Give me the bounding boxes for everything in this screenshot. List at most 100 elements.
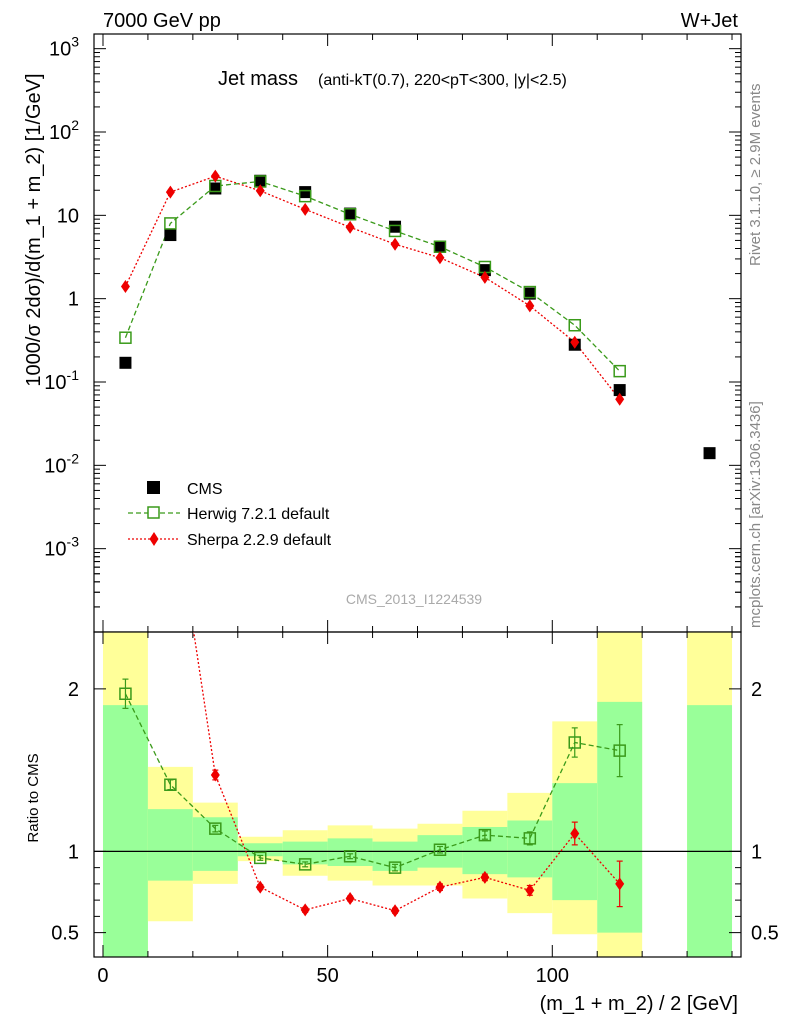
sherpa-ratio-point bbox=[255, 880, 265, 894]
cms-point bbox=[433, 240, 446, 253]
herwig-point bbox=[164, 217, 177, 230]
herwig-ratio-point bbox=[478, 828, 492, 842]
herwig-point bbox=[523, 285, 537, 299]
herwig-point bbox=[388, 224, 402, 238]
sherpa-ratio-point bbox=[390, 904, 400, 918]
y-tick-label: 1 bbox=[68, 289, 79, 311]
x-tick-label: 0 bbox=[97, 965, 108, 987]
x-tick-label: 50 bbox=[317, 965, 339, 987]
herwig-ratio-point bbox=[343, 850, 357, 863]
band-1sigma bbox=[282, 841, 328, 865]
herwig-point bbox=[298, 189, 312, 203]
band-1sigma bbox=[147, 809, 193, 881]
herwig-point bbox=[613, 364, 626, 378]
legend-marker-sherpa bbox=[149, 532, 159, 546]
y-tick-label: 10 bbox=[57, 205, 79, 227]
herwig-ratio-point bbox=[298, 858, 312, 871]
ratio-y-tick-label: 1 bbox=[751, 841, 762, 863]
herwig-ratio-point bbox=[433, 843, 447, 856]
ratio-y-tick-label: 2 bbox=[68, 679, 79, 701]
ratio-panel: 0 50 100 0.5 0.5 1 1 2 2 bbox=[51, 631, 779, 987]
sherpa-point bbox=[570, 335, 580, 349]
sherpa-ratio-point bbox=[300, 903, 310, 917]
herwig-line bbox=[124, 180, 621, 372]
sherpa-ratio-point bbox=[345, 892, 355, 905]
sherpa-point bbox=[120, 279, 130, 293]
ratio-series bbox=[119, 632, 626, 918]
y-tick-label: 103 bbox=[49, 34, 79, 61]
uncertainty-bands bbox=[102, 632, 733, 957]
herwig-ratio-line bbox=[124, 693, 620, 869]
sherpa-point bbox=[480, 270, 490, 284]
herwig-ratio-point bbox=[164, 778, 177, 791]
y-tick-exponent: -1 bbox=[67, 367, 80, 383]
cms-point bbox=[344, 207, 357, 220]
sherpa-ratio-point bbox=[210, 768, 220, 782]
y-tick-label: 10-1 bbox=[44, 367, 79, 394]
sherpa-point bbox=[390, 237, 400, 251]
y-tick-label: 10-2 bbox=[44, 450, 79, 477]
band-1sigma bbox=[102, 705, 148, 957]
main-y-axis-label: 1000/σ 2dσ)/d(m_1 + m_2) [1/GeV] bbox=[23, 73, 45, 386]
x-tick-label: 100 bbox=[536, 965, 569, 987]
herwig-ratio-point bbox=[523, 832, 537, 845]
ratio-y-tick-label: 0.5 bbox=[51, 923, 79, 945]
y-tick-base: 10 bbox=[49, 122, 71, 144]
analysis-watermark: CMS_2013_I1224539 bbox=[346, 591, 482, 607]
legend-label-herwig: Herwig 7.2.1 default bbox=[187, 506, 330, 523]
plot-title: Jet mass bbox=[218, 68, 298, 90]
sherpa-point bbox=[525, 299, 535, 313]
herwig-ratio-point bbox=[253, 851, 267, 865]
mcplots-label: mcplots.cern.ch [arXiv:1306.3436] bbox=[747, 401, 764, 628]
y-tick-exponent: 3 bbox=[71, 34, 79, 50]
herwig-point bbox=[119, 331, 132, 344]
cms-point bbox=[389, 220, 402, 233]
sherpa-ratio-line bbox=[193, 632, 621, 912]
herwig-ratio-point bbox=[568, 736, 582, 749]
legend: CMS Herwig 7.2.1 default Sherpa 2.2.9 de… bbox=[128, 481, 332, 549]
sherpa-point bbox=[210, 169, 220, 183]
x-axis-label: (m_1 + m_2) / 2 [GeV] bbox=[540, 993, 738, 1015]
legend-marker-cms bbox=[147, 481, 160, 494]
band-1sigma bbox=[237, 843, 283, 857]
sherpa-ratio-point bbox=[435, 880, 445, 894]
sherpa-point bbox=[300, 202, 310, 216]
legend-label-sherpa: Sherpa 2.2.9 default bbox=[187, 532, 332, 549]
y-tick-base: 10 bbox=[44, 372, 66, 394]
sherpa-point bbox=[435, 251, 445, 265]
sherpa-point bbox=[255, 184, 265, 198]
ratio-y-axis-label: Ratio to CMS bbox=[25, 753, 42, 842]
ratio-y-tick-label: 1 bbox=[68, 841, 79, 863]
sherpa-point bbox=[615, 392, 625, 406]
legend-marker-herwig bbox=[147, 506, 160, 519]
cms-point bbox=[703, 447, 716, 460]
band-1sigma bbox=[507, 820, 553, 878]
ratio-y-tick-label: 2 bbox=[751, 679, 762, 701]
header-right: W+Jet bbox=[681, 10, 739, 32]
sherpa-ratio-point bbox=[615, 877, 625, 891]
sherpa-ratio-point bbox=[525, 883, 535, 897]
cms-point bbox=[254, 174, 267, 187]
sherpa-ratio-point bbox=[570, 827, 580, 840]
cms-point bbox=[209, 182, 222, 195]
y-tick-base: 10 bbox=[44, 455, 66, 477]
ratio-y-tick-label: 0.5 bbox=[751, 923, 779, 945]
plot-title-detail: (anti-kT(0.7), 220<pT<300, |y|<2.5) bbox=[318, 72, 567, 89]
herwig-point bbox=[343, 208, 357, 221]
rivet-label: Rivet 3.1.10, ≥ 2.9M events bbox=[747, 84, 764, 267]
cms-point bbox=[523, 287, 536, 300]
sherpa-ratio-point bbox=[480, 870, 490, 884]
y-tick-base: 10 bbox=[49, 39, 71, 61]
plot-title-main: Jet mass bbox=[218, 68, 298, 90]
y-tick-base: 10 bbox=[44, 539, 66, 561]
herwig-ratio-point bbox=[209, 822, 222, 835]
y-tick-label: 102 bbox=[49, 117, 79, 144]
cms-point bbox=[613, 384, 626, 397]
y-tick-exponent: -3 bbox=[67, 534, 80, 550]
y-tick-exponent: -2 bbox=[67, 450, 80, 466]
sherpa-line bbox=[124, 175, 621, 400]
cms-point bbox=[164, 229, 177, 242]
header-left: 7000 GeV pp bbox=[103, 10, 221, 32]
